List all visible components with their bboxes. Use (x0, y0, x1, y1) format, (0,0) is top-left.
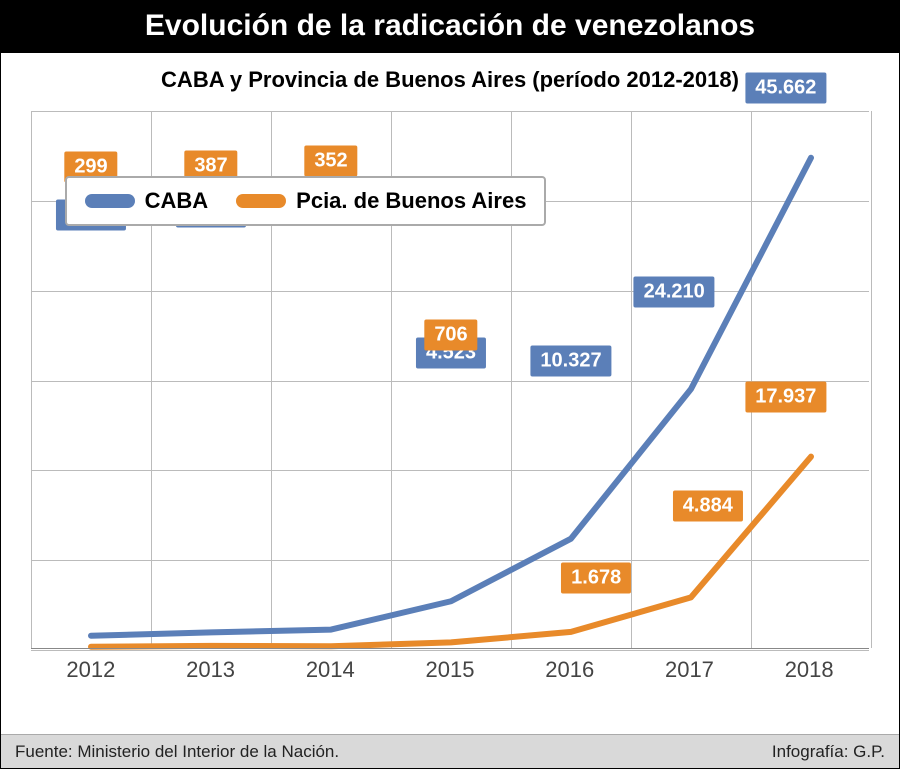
data-label: 45.662 (745, 72, 826, 103)
footer-source: Fuente: Ministerio del Interior de la Na… (15, 742, 339, 762)
data-label: 10.327 (530, 345, 611, 376)
legend-label: CABA (145, 188, 209, 214)
x-axis-label: 2015 (390, 648, 510, 688)
x-axis-label: 2017 (630, 648, 750, 688)
chart-frame: Evolución de la radicación de venezolano… (0, 0, 900, 769)
x-axis-label: 2014 (270, 648, 390, 688)
legend-item: CABA (85, 188, 209, 214)
data-label: 352 (304, 146, 357, 177)
data-label: 17.937 (745, 382, 826, 413)
data-label: 4.884 (673, 490, 743, 521)
data-label: 1.678 (561, 563, 631, 594)
grid-region: 1.3251.6301.8934.52310.32724.21045.66229… (31, 111, 869, 648)
legend-item: Pcia. de Buenos Aires (236, 188, 526, 214)
legend-swatch (236, 194, 286, 208)
gridline-v (871, 111, 872, 648)
x-axis: 2012201320142015201620172018 (31, 648, 869, 688)
legend-swatch (85, 194, 135, 208)
data-label: 24.210 (634, 276, 715, 307)
x-axis-label: 2012 (31, 648, 151, 688)
data-label: 706 (424, 320, 477, 351)
chart-title: Evolución de la radicación de venezolano… (1, 1, 899, 53)
legend-label: Pcia. de Buenos Aires (296, 188, 526, 214)
plot-area: 1.3251.6301.8934.52310.32724.21045.66229… (31, 111, 869, 688)
legend: CABA Pcia. de Buenos Aires (65, 176, 547, 226)
x-axis-label: 2013 (151, 648, 271, 688)
series-line (91, 457, 811, 647)
chart-footer: Fuente: Ministerio del Interior de la Na… (1, 734, 899, 768)
series-line (91, 158, 811, 636)
footer-credit: Infografía: G.P. (772, 742, 885, 762)
x-axis-label: 2018 (749, 648, 869, 688)
x-axis-label: 2016 (510, 648, 630, 688)
